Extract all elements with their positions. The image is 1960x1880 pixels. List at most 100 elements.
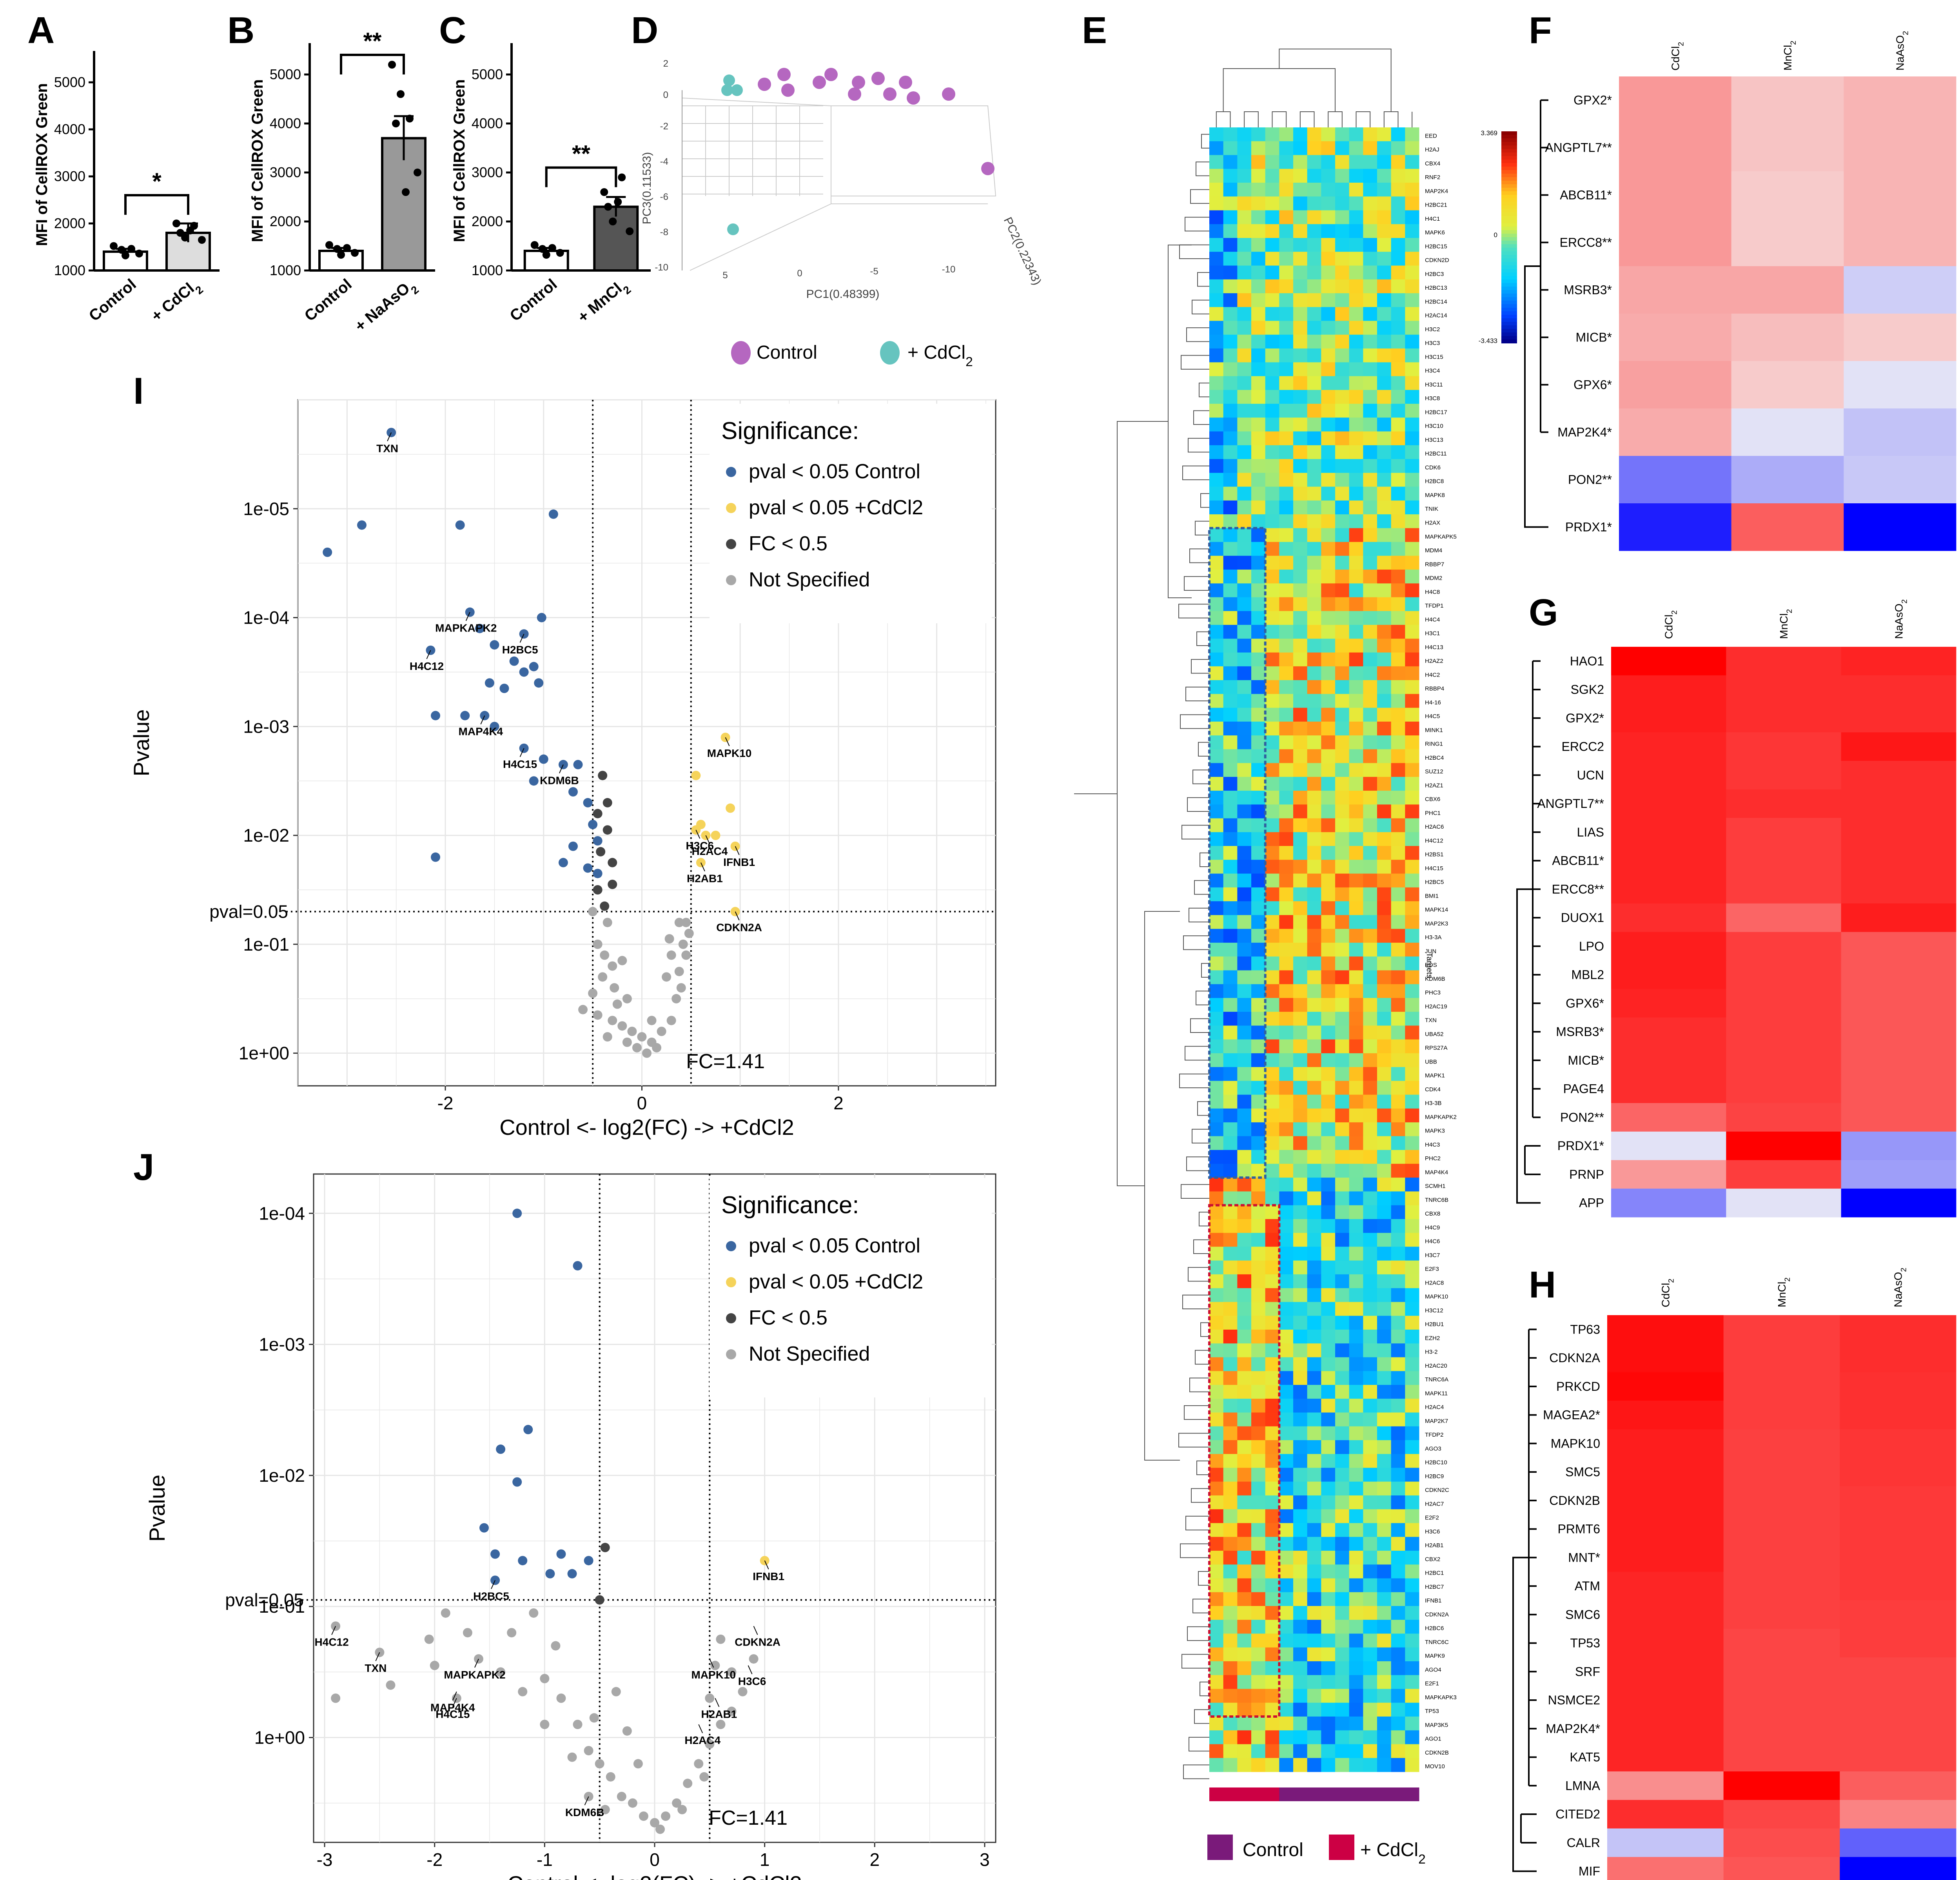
heatmap-e-gene-label: H3-3A (1425, 934, 1442, 941)
heatmap-e-cell (1377, 1744, 1392, 1758)
pc1-tick: -5 (870, 266, 878, 277)
heatmap-e-cell (1363, 514, 1377, 528)
heatmap-cell (1841, 818, 1956, 847)
dendro-branch (1200, 1322, 1209, 1337)
heatmap-e-cell (1349, 431, 1363, 446)
heatmap-e-cell (1251, 1274, 1266, 1288)
heatmap-e-cell (1307, 1702, 1321, 1717)
heatmap-e-cell (1349, 570, 1363, 584)
pca-point-control (981, 162, 995, 175)
heatmap-e-cell (1265, 555, 1279, 570)
heatmap-e-cell (1251, 1053, 1266, 1067)
heatmap-e-cell (1223, 1067, 1238, 1081)
heatmap-e-cell (1363, 1481, 1377, 1496)
heatmap-e-cell (1335, 334, 1350, 349)
heatmap-e-cell (1307, 1675, 1321, 1689)
heatmap-e-cell (1251, 611, 1266, 625)
fc-label: FC=1.41 (709, 1807, 788, 1829)
heatmap-e-cell (1265, 1744, 1279, 1758)
heatmap-e-cell (1251, 1620, 1266, 1634)
heatmap-e-cell (1209, 1647, 1224, 1662)
point-ns (683, 1778, 693, 1788)
row-dendrogram (1524, 99, 1548, 528)
y-tick-label: 4000 (270, 115, 301, 131)
heatmap-e-cell (1363, 210, 1377, 225)
point-ns (600, 950, 610, 960)
heatmap-e-cell (1405, 210, 1419, 225)
heatmap-e-cell (1307, 1730, 1321, 1744)
heatmap-e-cell (1209, 1537, 1224, 1551)
heatmap-e-cell (1335, 528, 1350, 543)
color-scale-step (1501, 339, 1517, 343)
heatmap-e-cell (1321, 680, 1336, 694)
heatmap-e-cell (1279, 265, 1294, 280)
heatmap-e-cell (1321, 404, 1336, 418)
panel-letter-h: H (1529, 1264, 1556, 1306)
heatmap-e-cell (1223, 1412, 1238, 1427)
heatmap-e-cell (1209, 1606, 1224, 1620)
heatmap-e-gene-label: KDM6B (1425, 976, 1445, 982)
heatmap-e-cell (1307, 1633, 1321, 1648)
heatmap-e-cell (1363, 196, 1377, 211)
heatmap-e-cell (1405, 514, 1419, 528)
heatmap-e-cell (1349, 1661, 1363, 1675)
heatmap-e-cell (1223, 942, 1238, 957)
color-scale-step (1501, 297, 1517, 301)
heatmap-e-cell (1237, 196, 1252, 211)
heatmap-e-cell (1223, 1399, 1238, 1413)
heatmap-e-cell (1363, 1689, 1377, 1703)
heatmap-e-cell (1265, 431, 1279, 446)
heatmap-cell (1619, 408, 1732, 456)
heatmap-e-cell (1279, 1274, 1294, 1288)
point-fc-low (600, 1542, 610, 1552)
pca-point-control (899, 76, 912, 89)
heatmap-e-cell (1265, 1329, 1279, 1344)
heatmap-e-cell (1335, 542, 1350, 556)
heatmap-e-cell (1363, 1371, 1377, 1385)
heatmap-e-cell (1265, 1108, 1279, 1123)
heatmap-e-cell (1391, 1744, 1405, 1758)
heatmap-e-cell (1237, 1716, 1252, 1731)
heatmap-e-cell (1279, 1357, 1294, 1372)
heatmap-e-cell (1293, 818, 1308, 833)
heatmap-e-gene-label: MAP3K5 (1425, 1722, 1448, 1728)
point-ns (617, 1791, 626, 1801)
y-axis-label: Pvalue (129, 709, 154, 776)
heatmap-e-cell (1237, 265, 1252, 280)
heatmap-e-cell (1349, 514, 1363, 528)
heatmap-e-cell (1363, 873, 1377, 888)
heatmap-e-cell (1321, 1495, 1336, 1510)
heatmap-e-cell (1223, 1260, 1238, 1275)
row-label: PRDX1* (1557, 1139, 1604, 1153)
heatmap-e-cell (1223, 1163, 1238, 1178)
heatmap-e-cell (1209, 1730, 1224, 1744)
heatmap-e-cell (1279, 141, 1294, 156)
heatmap-e-cell (1391, 873, 1405, 888)
heatmap-e-cell (1405, 1730, 1419, 1744)
heatmap-e-cell (1377, 1357, 1392, 1372)
heatmap-e-cell (1265, 1550, 1279, 1565)
heatmap-e-cell (1237, 486, 1252, 501)
row-label: NSMCE2 (1548, 1693, 1600, 1707)
heatmap-e-cell (1279, 348, 1294, 363)
dendro-branch (1187, 797, 1209, 812)
heatmap-e-cell (1363, 984, 1377, 998)
point-cdcl2 (691, 771, 701, 780)
point-control (518, 1556, 528, 1566)
heatmap-e-cell (1349, 1122, 1363, 1136)
heatmap-e-cell (1391, 500, 1405, 515)
heatmap-e-cell (1293, 860, 1308, 874)
heatmap-e-cell (1321, 1412, 1336, 1427)
label-sub: 2 (1670, 610, 1679, 615)
y-tick-label: 1e-04 (243, 608, 289, 628)
heatmap-e-cell (1335, 1730, 1350, 1744)
heatmap-e-cell (1307, 127, 1321, 142)
point-ns (681, 950, 691, 960)
heatmap-e-cell (1377, 362, 1392, 377)
heatmap-e-cell (1293, 334, 1308, 349)
heatmap-cell (1726, 1160, 1842, 1189)
heatmap-e-cell (1265, 1426, 1279, 1441)
heatmap-e-cell (1391, 1163, 1405, 1178)
heatmap-e-cell (1405, 1219, 1419, 1233)
heatmap-e-cell (1265, 1371, 1279, 1385)
